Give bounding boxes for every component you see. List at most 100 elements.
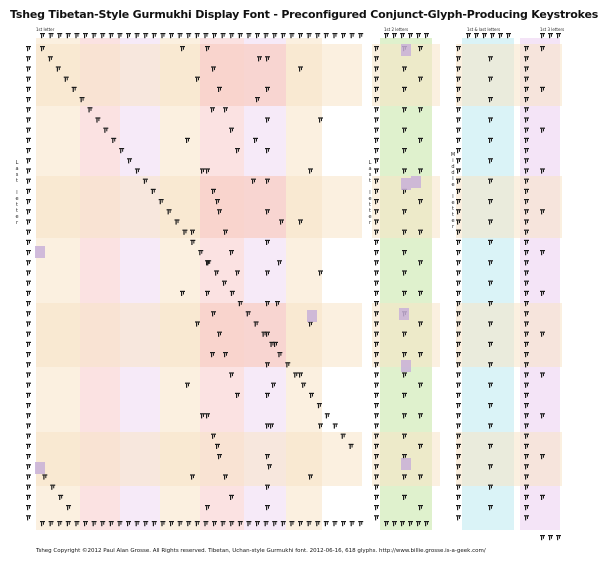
panel-header-glyph xyxy=(417,34,419,39)
conjunct-glyph xyxy=(111,137,117,139)
row-label-glyph xyxy=(374,382,379,384)
row-label-glyph xyxy=(29,496,30,499)
conjunct-glyph xyxy=(215,199,220,201)
conjunct-glyph xyxy=(265,178,270,180)
row-label-glyph xyxy=(377,353,378,356)
conjunct-glyph xyxy=(268,118,269,122)
conjunct-glyph xyxy=(266,210,268,215)
panel-conjunct-glyph xyxy=(421,506,422,509)
row-label-glyph xyxy=(525,230,527,235)
panel-conjunct-glyph xyxy=(421,200,422,203)
header-glyph xyxy=(332,33,338,35)
row-label-glyph xyxy=(525,47,527,52)
panel-conjunct-glyph xyxy=(488,443,493,445)
panel-header-glyph xyxy=(557,34,559,39)
panel-header-glyph xyxy=(543,34,544,37)
row-label-glyph xyxy=(527,434,528,438)
row-label-glyph xyxy=(375,108,377,113)
row-label-glyph xyxy=(457,77,459,82)
conjunct-glyph xyxy=(268,88,269,91)
header-glyph xyxy=(101,34,103,39)
conjunct-glyph xyxy=(214,270,220,272)
footer-row-glyph xyxy=(275,522,277,525)
conjunct-glyph xyxy=(340,433,346,435)
conjunct-glyph xyxy=(206,47,208,52)
header-glyph xyxy=(232,34,234,37)
row-label-glyph xyxy=(459,77,460,81)
conjunct-glyph xyxy=(211,66,216,68)
conjunct-glyph xyxy=(252,179,254,184)
header-glyph xyxy=(292,34,294,37)
panel-conjunct-glyph xyxy=(540,250,545,252)
row-label-glyph xyxy=(26,188,31,190)
row-label-glyph xyxy=(27,220,29,225)
footer-row-glyph xyxy=(161,522,163,527)
row-label-glyph xyxy=(525,57,527,62)
panel-conjunct-glyph xyxy=(489,241,491,245)
conjunct-glyph xyxy=(186,383,188,388)
row-label-glyph xyxy=(377,190,378,193)
row-label-glyph xyxy=(29,241,30,244)
row-label-glyph xyxy=(377,169,378,173)
row-label-glyph xyxy=(459,373,460,377)
header-glyph xyxy=(220,33,226,35)
conjunct-glyph xyxy=(335,424,337,428)
panel-conjunct-glyph xyxy=(491,322,492,326)
panel-row-band xyxy=(456,303,522,367)
conjunct-glyph xyxy=(214,434,215,438)
conjunct-glyph xyxy=(217,331,222,333)
conjunct-glyph xyxy=(318,117,323,119)
conjunct-glyph xyxy=(205,290,210,292)
panel-conjunct-glyph xyxy=(491,57,492,60)
conjunct-glyph xyxy=(206,261,208,266)
header-glyph xyxy=(108,33,114,35)
panel-header-glyph xyxy=(477,34,478,37)
conjunct-glyph xyxy=(230,496,232,500)
panel-conjunct-glyph xyxy=(541,169,543,174)
row-label-glyph xyxy=(26,382,31,384)
row-label-glyph xyxy=(457,353,459,358)
footer-row-glyph xyxy=(215,522,216,525)
row-label-glyph xyxy=(525,363,527,368)
row-label-glyph xyxy=(375,230,377,235)
row-label-glyph xyxy=(459,47,460,50)
conjunct-glyph xyxy=(137,169,139,173)
row-label-glyph xyxy=(27,302,29,307)
row-label-glyph xyxy=(459,465,460,468)
row-label-glyph xyxy=(29,108,30,111)
row-label-glyph xyxy=(456,280,461,282)
row-label-glyph xyxy=(27,179,29,184)
conjunct-glyph xyxy=(208,292,209,295)
panel-conjunct-glyph xyxy=(403,455,405,460)
row-label-glyph xyxy=(524,219,529,221)
row-label-glyph xyxy=(375,373,377,378)
row-label-glyph xyxy=(29,404,30,407)
footer-row-glyph xyxy=(134,521,140,523)
conjunct-glyph xyxy=(298,372,303,374)
panel-footer-glyph xyxy=(540,535,545,537)
row-label-glyph xyxy=(374,484,379,486)
conjunct-glyph xyxy=(238,394,239,397)
row-label-glyph xyxy=(377,200,378,203)
conjunct-glyph xyxy=(230,373,232,378)
row-label-glyph xyxy=(29,394,30,397)
row-label-glyph xyxy=(527,200,528,203)
panel-conjunct-glyph xyxy=(543,292,544,295)
conjunct-glyph xyxy=(190,474,195,476)
row-label-glyph xyxy=(26,403,31,405)
conjunct-glyph xyxy=(236,394,238,398)
footer-row-glyph xyxy=(68,522,70,525)
row-label-glyph xyxy=(527,169,528,173)
header-glyph xyxy=(273,34,275,39)
row-label-glyph xyxy=(525,67,527,72)
header-glyph xyxy=(129,34,130,37)
row-label-glyph xyxy=(456,260,461,262)
header-glyph xyxy=(223,34,225,37)
conjunct-glyph xyxy=(159,200,161,205)
middle-letter-char: l xyxy=(452,194,454,200)
row-label-glyph xyxy=(27,485,29,490)
conjunct-glyph xyxy=(341,434,343,439)
conjunct-glyph xyxy=(235,392,240,394)
row-label-glyph xyxy=(524,352,529,354)
row-label-glyph xyxy=(456,382,461,384)
